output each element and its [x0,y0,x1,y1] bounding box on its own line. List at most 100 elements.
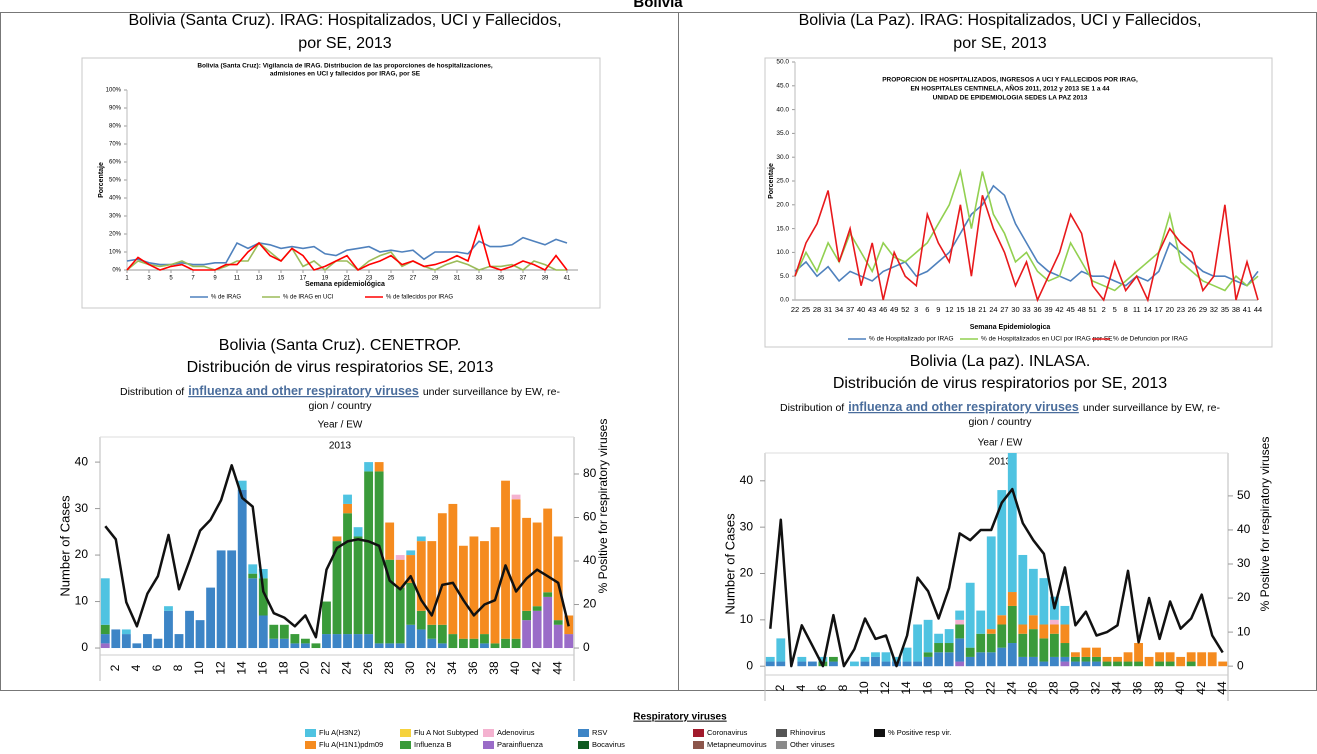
bar-segment [1018,656,1028,667]
bar-segment [1081,661,1091,667]
bar-segment [395,643,405,649]
bar-segment [269,638,279,649]
bar-segment [828,661,838,667]
legend-label: Other viruses [790,740,835,749]
column-header: Year / EW [978,438,1023,449]
y-axis-label: Number of Cases [722,513,737,615]
bar-segment [142,634,152,649]
bar-segment [1186,652,1196,662]
x-tick-label: 43 [868,305,876,314]
legend-label: Adenovirus [497,728,535,737]
bar-segment [480,541,489,635]
bar-segment [923,619,933,653]
y-tick-label: 10% [109,250,122,256]
y-tick-label: 0.0 [780,297,789,304]
x-tick-label: 13 [256,276,263,282]
x-tick-label: 2 [108,664,122,671]
legend-label: Flu A(H3N2) [319,728,361,737]
bar-segment [1092,647,1101,657]
subtitle-link[interactable]: influenza and other respiratory viruses [848,400,1079,414]
y2-tick-label: 40 [583,553,597,567]
y-tick-label: 30.0 [776,154,789,161]
bar-segment [395,559,405,588]
x-tick-label: 36 [466,661,480,675]
bar-segment [237,480,247,490]
bar-segment [227,550,237,649]
x-tick-label: 18 [967,305,975,314]
bar-segment [881,661,891,667]
x-tick-label: 35 [1221,305,1229,314]
series-line [794,168,1259,292]
series-line [794,190,1259,303]
bar-segment [913,624,922,662]
x-tick-label: 33 [1022,305,1030,314]
bar-segment [1102,656,1112,662]
bar-segment [1049,656,1059,667]
x-tick-label: 44 [1215,681,1229,695]
x-tick-label: 24 [989,305,997,314]
bar-segment [511,499,521,639]
subtitle-text: Distribution of [120,386,184,398]
x-tick-label: 39 [542,276,549,282]
x-axis-label: Semana epidemiológica [305,281,385,288]
bar-segment [955,661,965,667]
x-tick-label: 44 [550,661,564,675]
bar-segment [1176,656,1186,667]
bar-segment [1039,661,1049,667]
bar-segment [416,629,426,649]
x-tick-label: 23 [366,276,373,282]
bar-segment [1018,633,1028,657]
x-tick-label: 4 [794,684,808,691]
bar-segment [976,633,986,653]
bar-segment [237,489,247,649]
bar-segment [322,601,331,635]
x-tick-label: 23 [1177,305,1185,314]
bar-segment [1007,453,1017,593]
y-tick-label: 30 [75,501,89,515]
bar-segment [553,536,563,621]
subtitle-link[interactable]: influenza and other respiratory viruses [188,384,419,398]
bar-segment [437,513,447,625]
legend-swatch [305,741,316,749]
x-tick-label: 44 [1254,305,1262,314]
bar-segment [448,503,458,635]
x-tick-label: 52 [901,305,909,314]
x-tick-label: 33 [476,276,483,282]
x-tick-label: 8 [836,684,850,691]
x-tick-label: 35 [498,276,505,282]
bar-segment [353,634,363,649]
x-tick-label: 25 [388,276,395,282]
bar-segment [553,620,563,625]
x-tick-label: 25 [802,305,810,314]
bar-segment [955,624,965,639]
legend-swatch [693,729,704,737]
x-tick-label: 17 [1155,305,1163,314]
x-tick-label: 42 [1194,681,1208,695]
bar-segment [364,471,374,635]
bar-segment [216,550,226,649]
bar-segment [427,624,437,639]
y-tick-label: 5.0 [780,273,789,280]
legend-swatch [776,741,787,749]
legend-label: Metapneumovirus [707,740,767,749]
x-tick-label: 45 [1066,305,1074,314]
y2-axis-label: % Positive for respiratory viruses [1258,437,1272,612]
bar-segment [965,582,975,648]
bar-segment [427,638,437,649]
bar-segment [406,555,416,583]
x-tick-label: 36 [1033,305,1041,314]
x-tick-label: 38 [487,661,501,675]
bar-segment [279,624,289,639]
series-line [794,184,1259,287]
y2-axis-label: % Positive for respiratory viruses [596,419,610,594]
bar-segment [1113,656,1122,662]
bar-segment [765,656,775,662]
x-tick-label: 3 [914,305,918,314]
chart-title: UNIDAD DE EPIDEMIOLOGIA SEDES LA PAZ 201… [933,95,1088,102]
y-tick-label: 10.0 [776,249,789,256]
y2-tick-label: 60 [583,510,597,524]
bar-segment [1144,656,1154,667]
bar-segment [807,661,817,667]
bar-segment [1071,652,1080,657]
bar-segment [290,634,300,644]
